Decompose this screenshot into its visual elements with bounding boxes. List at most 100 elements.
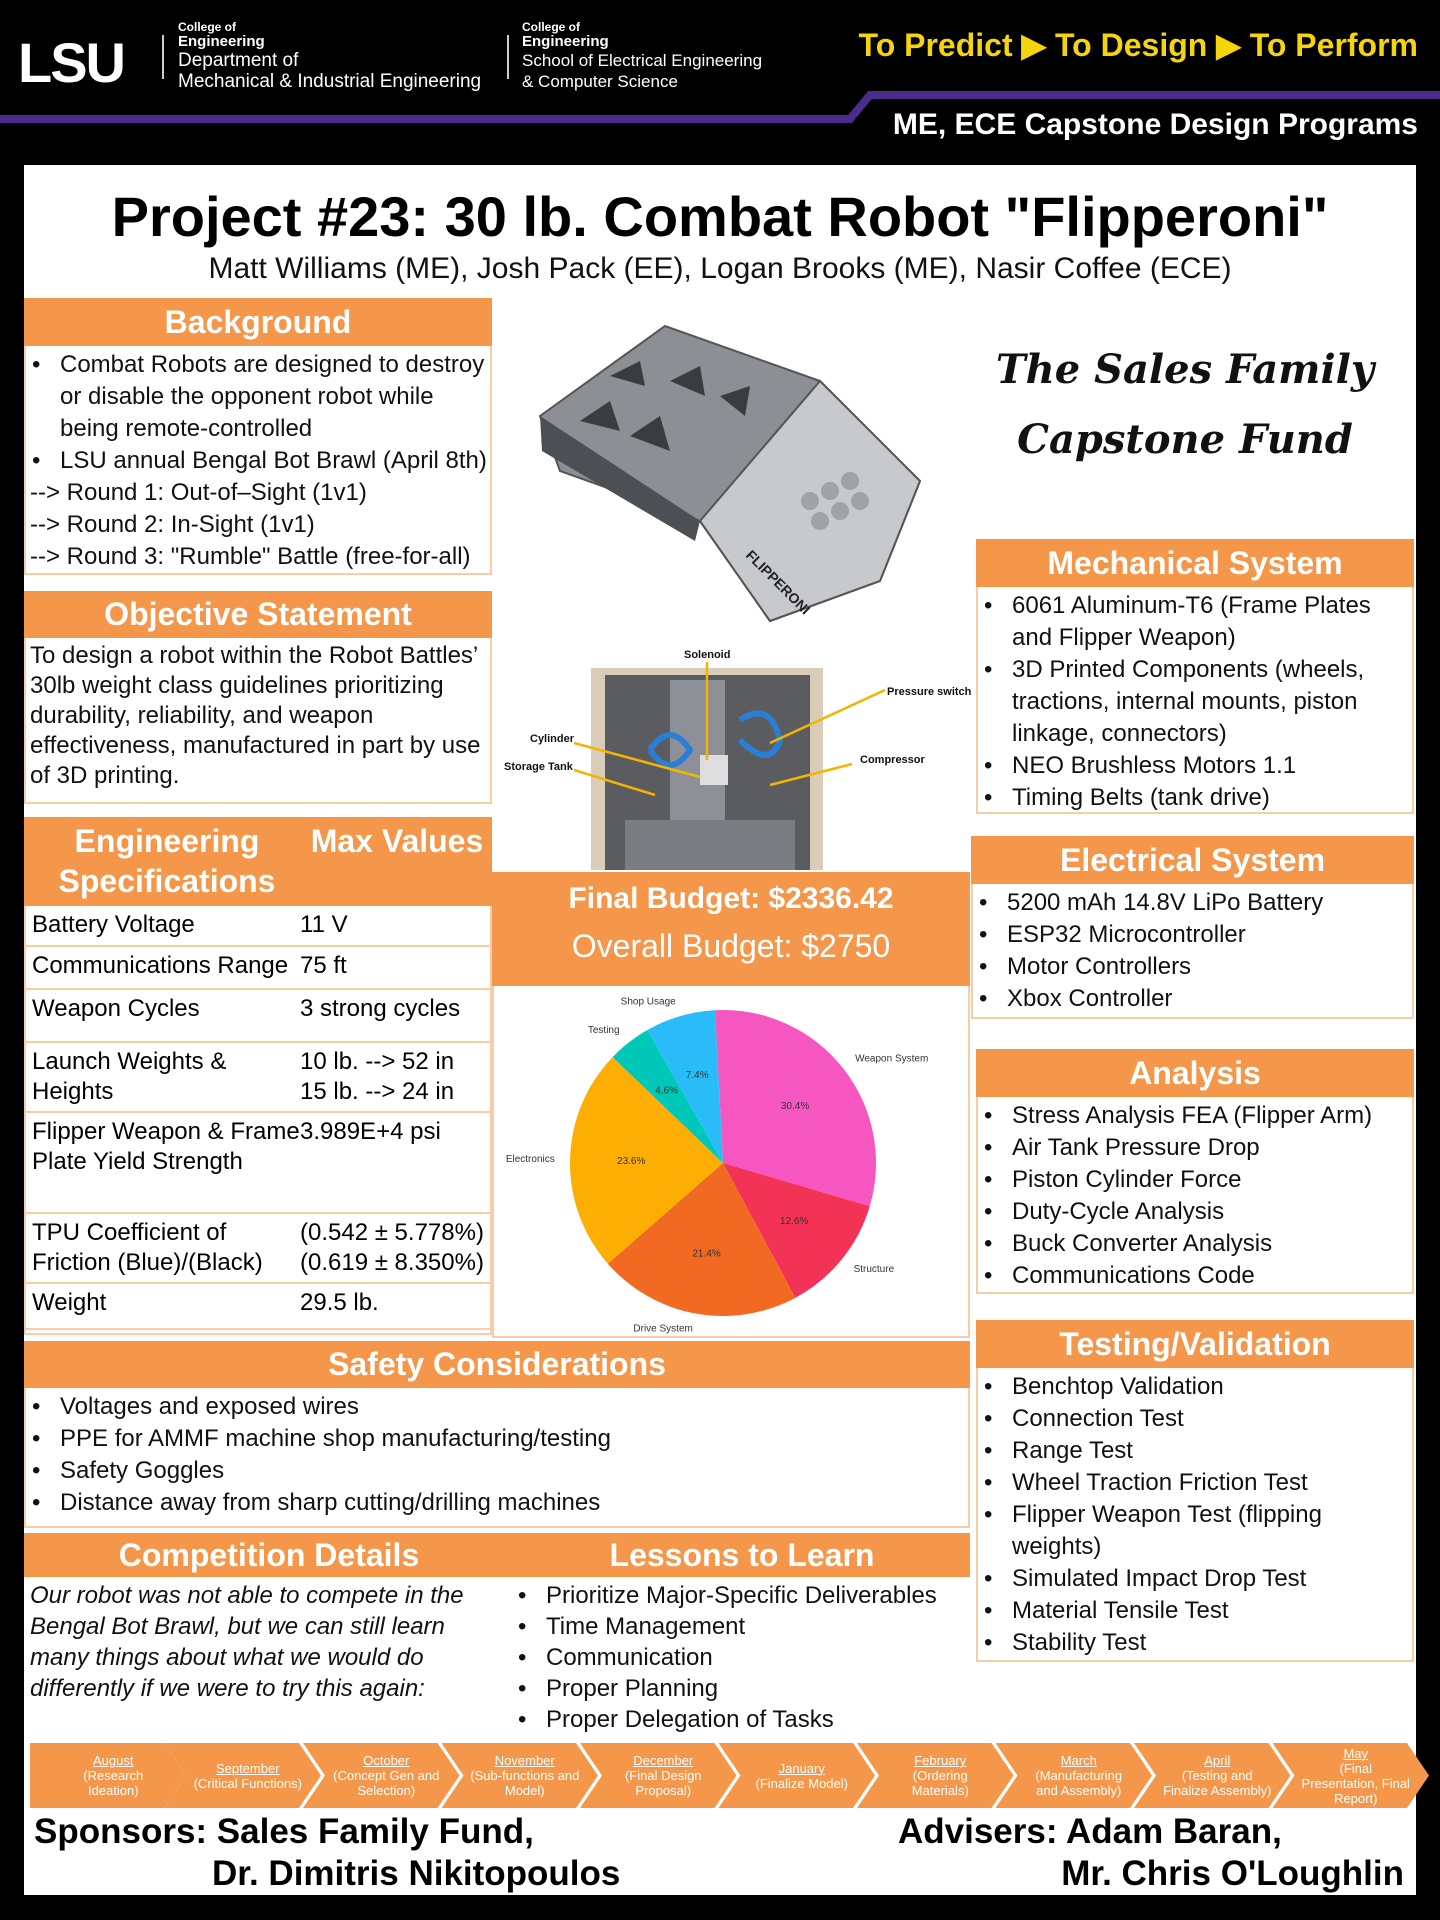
list-item: Flipper Weapon Test (flipping weights) bbox=[978, 1499, 1408, 1563]
list-item: Communications Code bbox=[978, 1260, 1408, 1292]
list-item: Timing Belts (tank drive) bbox=[978, 782, 1408, 814]
spec-value: 75 ft bbox=[300, 952, 347, 979]
robot-render-image: FLIPPERONI bbox=[538, 324, 922, 623]
label-storage-tank: Storage Tank bbox=[504, 761, 574, 773]
poster-title: Project #23: 30 lb. Combat Robot "Flippe… bbox=[111, 185, 1329, 248]
list-item: PPE for AMMF machine shop manufacturing/… bbox=[26, 1423, 966, 1455]
timeline-desc: (Testing and Finalize Assembly) bbox=[1163, 1768, 1272, 1798]
list-item: Distance away from sharp cutting/drillin… bbox=[26, 1487, 966, 1519]
list-item: Material Tensile Test bbox=[978, 1595, 1408, 1627]
programs-title: ME, ECE Capstone Design Programs bbox=[892, 108, 1418, 141]
list-item: Stability Test bbox=[978, 1627, 1408, 1659]
authors: Matt Williams (ME), Josh Pack (EE), Loga… bbox=[208, 252, 1232, 285]
timeline-month: May bbox=[1343, 1745, 1369, 1761]
spec-value: 10 lb. --> 52 in 15 lb. --> 24 in bbox=[300, 1048, 455, 1105]
label-solenoid: Solenoid bbox=[684, 649, 730, 661]
pie-percent-label: 4.6% bbox=[655, 1086, 678, 1097]
sponsors-line1: Sponsors: Sales Family Fund, bbox=[34, 1812, 534, 1851]
spec-row: Weapon Cycles 3 strong cycles bbox=[26, 990, 490, 1043]
timeline-month: October bbox=[363, 1753, 410, 1768]
pie-slice bbox=[723, 1163, 870, 1298]
budget-pie-chart: 30.4% Weapon System 12.6% Structure 21.4% Dri… bbox=[506, 996, 928, 1335]
testing-heading: Testing/Validation bbox=[976, 1320, 1414, 1368]
list-item: Duty-Cycle Analysis bbox=[978, 1196, 1408, 1228]
spec-name: Weapon Cycles bbox=[32, 995, 200, 1022]
timeline-desc: (Manufacturing and Assembly) bbox=[1035, 1768, 1123, 1798]
timeline-desc: (Research Ideation) bbox=[83, 1768, 144, 1798]
pie-percent-label: 30.4% bbox=[781, 1101, 809, 1112]
overall-budget: Overall Budget: $2750 bbox=[571, 928, 891, 964]
spec-row: Weight 29.5 lb. bbox=[26, 1284, 490, 1330]
list-item: Connection Test bbox=[978, 1403, 1408, 1435]
spec-name: Flipper Weapon & Frame Plate Yield Stren… bbox=[32, 1118, 300, 1175]
engineering-label: Engineering bbox=[522, 33, 609, 50]
purple-divider bbox=[0, 91, 1440, 123]
spec-row: Launch Weights & Heights 10 lb. --> 52 in… bbox=[26, 1043, 490, 1113]
timeline-step: March (Manufacturing and Assembly) bbox=[996, 1743, 1153, 1808]
background-heading: Background bbox=[24, 298, 492, 346]
list-item: Simulated Impact Drop Test bbox=[978, 1563, 1408, 1595]
timeline-step: August (Research Ideation) bbox=[30, 1743, 187, 1808]
list-item: Air Tank Pressure Drop bbox=[978, 1132, 1408, 1164]
list-item: Wheel Traction Friction Test bbox=[978, 1467, 1408, 1499]
specs-heading-left: Engineering Specifications bbox=[58, 823, 276, 899]
list-item: Xbox Controller bbox=[973, 983, 1408, 1015]
lessons-heading: Lessons to Learn bbox=[514, 1533, 970, 1577]
spec-name: TPU Coefficient of Friction (Blue)/(Blac… bbox=[32, 1219, 263, 1276]
divider bbox=[162, 35, 164, 79]
timeline-month: August bbox=[93, 1753, 134, 1768]
competition-text: Our robot was not able to compete in the… bbox=[30, 1582, 464, 1702]
timeline-step: November (Sub-functions and Model) bbox=[442, 1743, 599, 1808]
list-item: 6061 Aluminum-T6 (Frame Plates and Flipp… bbox=[978, 590, 1408, 654]
list-item: --> Round 2: In-Sight (1v1) bbox=[30, 511, 315, 538]
pie-category-label: Testing bbox=[588, 1025, 620, 1036]
divider bbox=[507, 35, 509, 79]
spec-value: 11 V bbox=[300, 911, 348, 938]
timeline-month: April bbox=[1204, 1753, 1231, 1768]
timeline-desc: (Finalize Model) bbox=[755, 1775, 848, 1791]
timeline-step: January (Finalize Model) bbox=[719, 1743, 876, 1808]
timeline-step: April (Testing and Finalize Assembly) bbox=[1134, 1743, 1291, 1808]
engineering-label: Engineering bbox=[178, 33, 265, 50]
label-compressor: Compressor bbox=[860, 754, 926, 766]
mechanical-list: 6061 Aluminum-T6 (Frame Plates and Flipp… bbox=[978, 590, 1408, 814]
pie-category-label: Electronics bbox=[506, 1154, 555, 1165]
list-item: Piston Cylinder Force bbox=[978, 1164, 1408, 1196]
advisers-line1: Advisers: Adam Baran, bbox=[898, 1812, 1282, 1851]
college-label: College of bbox=[522, 20, 581, 34]
pie-category-label: Structure bbox=[854, 1264, 895, 1275]
dept-line1: School of Electrical Engineering bbox=[522, 51, 763, 70]
pie-slice bbox=[612, 1030, 723, 1163]
pie-slice bbox=[570, 1057, 723, 1264]
budget-panel: Final Budget: $2336.42 Overall Budget: $… bbox=[492, 872, 970, 986]
timeline-month: March bbox=[1060, 1753, 1097, 1768]
safety-heading: Safety Considerations bbox=[24, 1341, 970, 1388]
specs-heading-right: Max Values bbox=[310, 823, 484, 859]
college-label: College of bbox=[178, 20, 237, 34]
pie-percent-label: 21.4% bbox=[692, 1248, 720, 1259]
sponsors-line2: Dr. Dimitris Nikitopoulos bbox=[212, 1854, 621, 1893]
pie-slice bbox=[714, 1010, 876, 1207]
spec-name: Weight bbox=[32, 1289, 107, 1316]
timeline-desc: (Critical Functions) bbox=[193, 1775, 302, 1791]
spec-value: 3.989E+4 psi bbox=[300, 1118, 441, 1145]
final-budget: Final Budget: $2336.42 bbox=[568, 882, 894, 915]
list-item: --> Round 1: Out-of–Sight (1v1) bbox=[30, 479, 367, 506]
timeline-desc: (Sub-functions and Model) bbox=[470, 1768, 580, 1798]
pie-percent-label: 23.6% bbox=[617, 1156, 645, 1167]
spec-row: Flipper Weapon & Frame Plate Yield Stren… bbox=[26, 1113, 490, 1214]
pie-category-label: Shop Usage bbox=[621, 996, 676, 1007]
logo-line2: Capstone Fund bbox=[1017, 416, 1353, 463]
spec-row: Communications Range 75 ft bbox=[26, 947, 490, 990]
timeline-month: December bbox=[633, 1753, 694, 1768]
analysis-list: Stress Analysis FEA (Flipper Arm)Air Tan… bbox=[978, 1100, 1408, 1292]
pie-category-label: Drive System bbox=[633, 1324, 692, 1335]
testing-list: Benchtop ValidationConnection TestRange … bbox=[978, 1371, 1408, 1659]
list-item: Voltages and exposed wires bbox=[26, 1391, 966, 1423]
advisers-line2: Mr. Chris O'Loughlin bbox=[1061, 1854, 1404, 1893]
timeline-step: May (Final Presentation, Final Report) bbox=[1273, 1743, 1430, 1808]
list-item: ESP32 Microcontroller bbox=[973, 919, 1408, 951]
internals-photo: Solenoid Pressure switch Cylinder Storag… bbox=[504, 649, 972, 870]
timeline-desc: (Final Design Proposal) bbox=[624, 1768, 702, 1798]
